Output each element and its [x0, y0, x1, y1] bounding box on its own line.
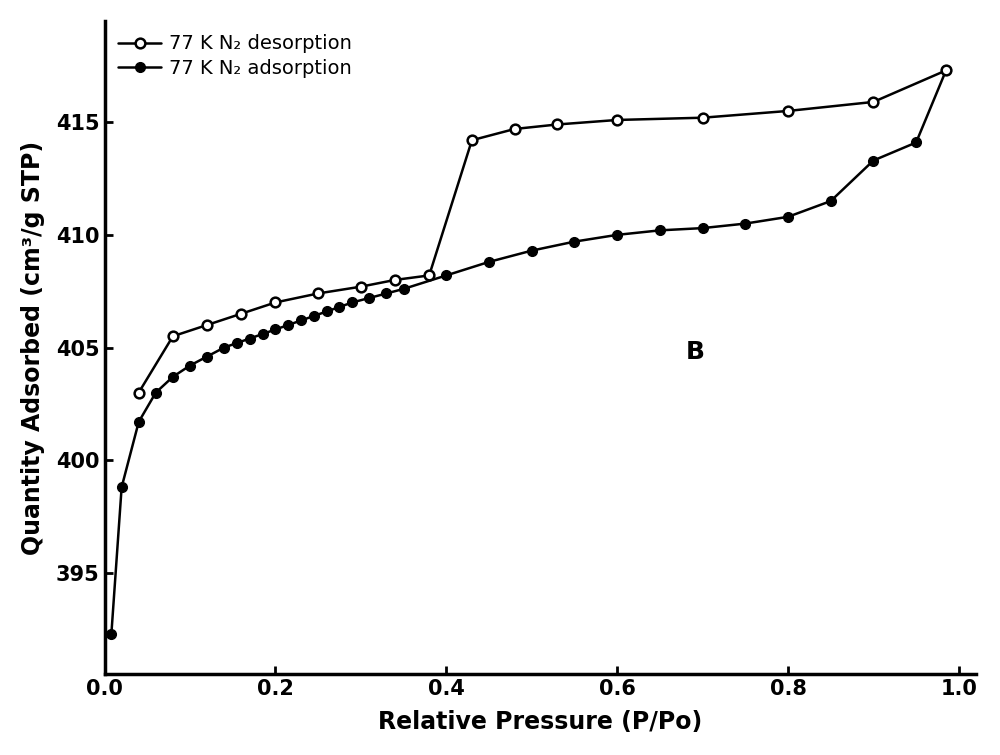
- 77 K N₂ adsorption: [697, 223, 709, 233]
- 77 K N₂ adsorption: [308, 312, 320, 321]
- 77 K N₂ adsorption: [440, 271, 452, 280]
- X-axis label: Relative Pressure (P/Po): Relative Pressure (P/Po): [378, 710, 702, 734]
- 77 K N₂ adsorption: [782, 212, 794, 221]
- 77 K N₂ adsorption: [321, 307, 333, 316]
- 77 K N₂ adsorption: [380, 289, 392, 298]
- 77 K N₂ adsorption: [654, 226, 666, 235]
- 77 K N₂ desorption: [269, 298, 281, 307]
- 77 K N₂ adsorption: [333, 303, 345, 312]
- 77 K N₂ adsorption: [116, 482, 128, 492]
- 77 K N₂ adsorption: [244, 334, 256, 343]
- 77 K N₂ adsorption: [184, 361, 196, 370]
- 77 K N₂ adsorption: [611, 230, 623, 239]
- 77 K N₂ desorption: [167, 331, 179, 341]
- 77 K N₂ adsorption: [568, 237, 580, 246]
- 77 K N₂ desorption: [551, 120, 563, 129]
- 77 K N₂ adsorption: [133, 418, 145, 427]
- 77 K N₂ desorption: [782, 106, 794, 116]
- 77 K N₂ adsorption: [910, 138, 922, 147]
- 77 K N₂ desorption: [133, 388, 145, 397]
- 77 K N₂ adsorption: [940, 66, 952, 75]
- 77 K N₂ desorption: [389, 276, 401, 285]
- 77 K N₂ adsorption: [398, 285, 410, 294]
- 77 K N₂ adsorption: [201, 352, 213, 361]
- 77 K N₂ adsorption: [346, 298, 358, 307]
- 77 K N₂ adsorption: [363, 294, 375, 303]
- Line: 77 K N₂ desorption: 77 K N₂ desorption: [134, 66, 951, 397]
- 77 K N₂ adsorption: [231, 338, 243, 347]
- 77 K N₂ desorption: [235, 310, 247, 319]
- 77 K N₂ desorption: [312, 289, 324, 298]
- 77 K N₂ desorption: [423, 271, 435, 280]
- 77 K N₂ desorption: [201, 320, 213, 329]
- 77 K N₂ adsorption: [167, 372, 179, 381]
- 77 K N₂ desorption: [867, 97, 879, 106]
- 77 K N₂ adsorption: [269, 325, 281, 334]
- Text: B: B: [685, 340, 704, 364]
- 77 K N₂ adsorption: [150, 388, 162, 397]
- 77 K N₂ desorption: [355, 282, 367, 291]
- Y-axis label: Quantity Adsorbed (cm³/g STP): Quantity Adsorbed (cm³/g STP): [21, 140, 45, 555]
- 77 K N₂ adsorption: [526, 246, 538, 255]
- Legend: 77 K N₂ desorption, 77 K N₂ adsorption: 77 K N₂ desorption, 77 K N₂ adsorption: [114, 30, 355, 82]
- 77 K N₂ adsorption: [867, 156, 879, 165]
- 77 K N₂ desorption: [697, 113, 709, 122]
- 77 K N₂ desorption: [466, 136, 478, 145]
- 77 K N₂ adsorption: [825, 196, 837, 205]
- Line: 77 K N₂ adsorption: 77 K N₂ adsorption: [107, 66, 951, 639]
- 77 K N₂ adsorption: [105, 629, 117, 638]
- 77 K N₂ adsorption: [739, 219, 751, 228]
- 77 K N₂ desorption: [940, 66, 952, 75]
- 77 K N₂ adsorption: [282, 320, 294, 329]
- 77 K N₂ desorption: [509, 125, 521, 134]
- 77 K N₂ adsorption: [295, 316, 307, 325]
- 77 K N₂ adsorption: [257, 329, 269, 338]
- 77 K N₂ adsorption: [218, 343, 230, 352]
- 77 K N₂ desorption: [611, 116, 623, 125]
- 77 K N₂ adsorption: [483, 257, 495, 267]
